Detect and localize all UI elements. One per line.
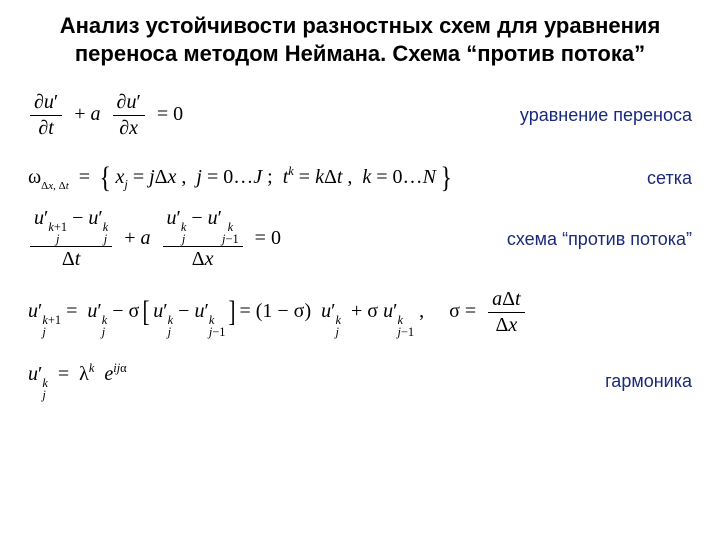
caption-transport: уравнение переноса [520, 105, 692, 126]
caption-upwind: схема “против потока” [507, 229, 692, 250]
row-grid: ωΔx, Δt = { xj = jΔx , j = 0…J ; tk = kΔ… [28, 155, 692, 201]
row-transport: ∂u′ ∂t + a ∂u′ ∂x = 0 уравнение переноса [28, 89, 692, 141]
formula-grid: ωΔx, Δt = { xj = jΔx , j = 0…J ; tk = kΔ… [28, 164, 451, 193]
row-harmonic: u′kj = λk eijα гармоника [28, 355, 692, 407]
formula-harmonic: u′kj = λk eijα [28, 361, 127, 401]
formula-transport: ∂u′ ∂t + a ∂u′ ∂x = 0 [28, 91, 183, 140]
caption-harmonic: гармоника [605, 371, 692, 392]
row-sigma: u′k+1j = u′kj − σ [ u′kj − u′kj−1 ] = (1… [28, 285, 692, 341]
page-title: Анализ устойчивости разностных схем для … [28, 12, 692, 67]
slide: Анализ устойчивости разностных схем для … [0, 0, 720, 540]
formula-upwind: u′k+1j − u′kj Δt + a u′kj − u′kj−1 Δx = … [28, 207, 281, 271]
caption-grid: сетка [647, 168, 692, 189]
formula-sigma: u′k+1j = u′kj − σ [ u′kj − u′kj−1 ] = (1… [28, 288, 527, 338]
row-upwind: u′k+1j − u′kj Δt + a u′kj − u′kj−1 Δx = … [28, 207, 692, 271]
